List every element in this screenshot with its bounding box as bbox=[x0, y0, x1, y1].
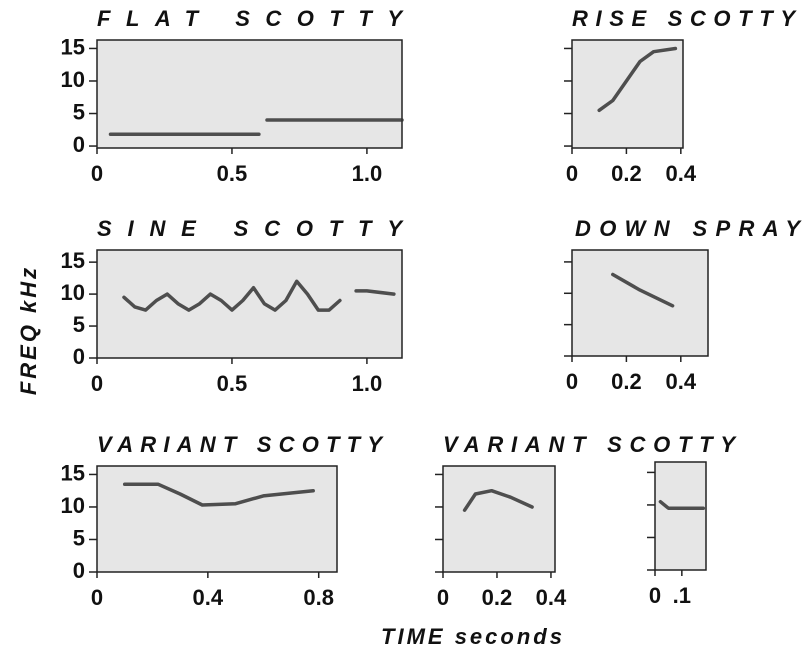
panel-title: RISE SCOTTY bbox=[572, 6, 797, 31]
x-tick-label: 0.4 bbox=[666, 161, 697, 186]
y-axis-label: FREQ kHz bbox=[16, 265, 41, 395]
x-tick-label: 1.0 bbox=[352, 161, 383, 186]
x-tick-label: 1.0 bbox=[352, 371, 383, 396]
panel-title: VARIANT SCOTTY bbox=[443, 432, 737, 457]
x-tick-label: 0.5 bbox=[217, 161, 248, 186]
panel-title: DOWN SPRAY bbox=[575, 216, 802, 241]
spectrogram-trace bbox=[658, 499, 706, 510]
y-tick-label: 15 bbox=[61, 460, 85, 485]
x-tick-label: 0.2 bbox=[611, 161, 642, 186]
plot-area bbox=[571, 39, 684, 149]
plot-area bbox=[96, 465, 338, 573]
x-tick-label: 0.4 bbox=[193, 585, 224, 610]
panel-title: SINE SCOTTY bbox=[97, 216, 404, 241]
x-tick-label: 0.8 bbox=[303, 585, 334, 610]
y-tick-label: 5 bbox=[73, 525, 85, 550]
spectrogram-trace bbox=[122, 279, 396, 312]
y-tick-label: 5 bbox=[73, 99, 85, 124]
x-tick-label: 0.2 bbox=[482, 585, 513, 610]
spectrogram-trace bbox=[597, 46, 678, 113]
panel-title: FLAT SCOTTY bbox=[97, 6, 404, 31]
x-tick-label: 0 bbox=[91, 371, 103, 396]
y-tick-label: 0 bbox=[73, 344, 85, 369]
x-tick-label: 0 bbox=[649, 583, 661, 608]
plot-area bbox=[96, 39, 403, 149]
spectrogram-trace bbox=[122, 482, 315, 507]
x-tick-label: 0.4 bbox=[536, 585, 567, 610]
plot-area bbox=[571, 249, 709, 357]
x-tick-label: 0 bbox=[91, 585, 103, 610]
x-tick-label: 0 bbox=[437, 585, 449, 610]
x-tick-label: 0 bbox=[566, 369, 578, 394]
y-tick-label: 10 bbox=[61, 493, 85, 518]
x-tick-label: 0 bbox=[566, 161, 578, 186]
y-tick-label: 0 bbox=[73, 132, 85, 157]
x-tick-label: 0.5 bbox=[217, 371, 248, 396]
y-tick-label: 10 bbox=[61, 67, 85, 92]
x-tick-label: 0.2 bbox=[611, 369, 642, 394]
panel-title: VARIANT SCOTTY bbox=[97, 432, 384, 457]
y-tick-label: 10 bbox=[61, 280, 85, 305]
y-tick-label: 15 bbox=[61, 34, 85, 59]
spectrogram-trace bbox=[611, 272, 675, 308]
spectrogram-trace bbox=[108, 118, 404, 137]
x-tick-label: .1 bbox=[673, 583, 691, 608]
spectrogram-trace bbox=[462, 488, 534, 512]
plot-area bbox=[96, 249, 403, 359]
y-tick-label: 15 bbox=[61, 248, 85, 273]
x-tick-label: 0 bbox=[91, 161, 103, 186]
x-tick-label: 0.4 bbox=[666, 369, 697, 394]
y-tick-label: 0 bbox=[73, 558, 85, 583]
plot-area bbox=[442, 465, 556, 573]
x-axis-label: TIME seconds bbox=[381, 624, 565, 649]
y-tick-label: 5 bbox=[73, 312, 85, 337]
plot-area bbox=[654, 461, 707, 571]
